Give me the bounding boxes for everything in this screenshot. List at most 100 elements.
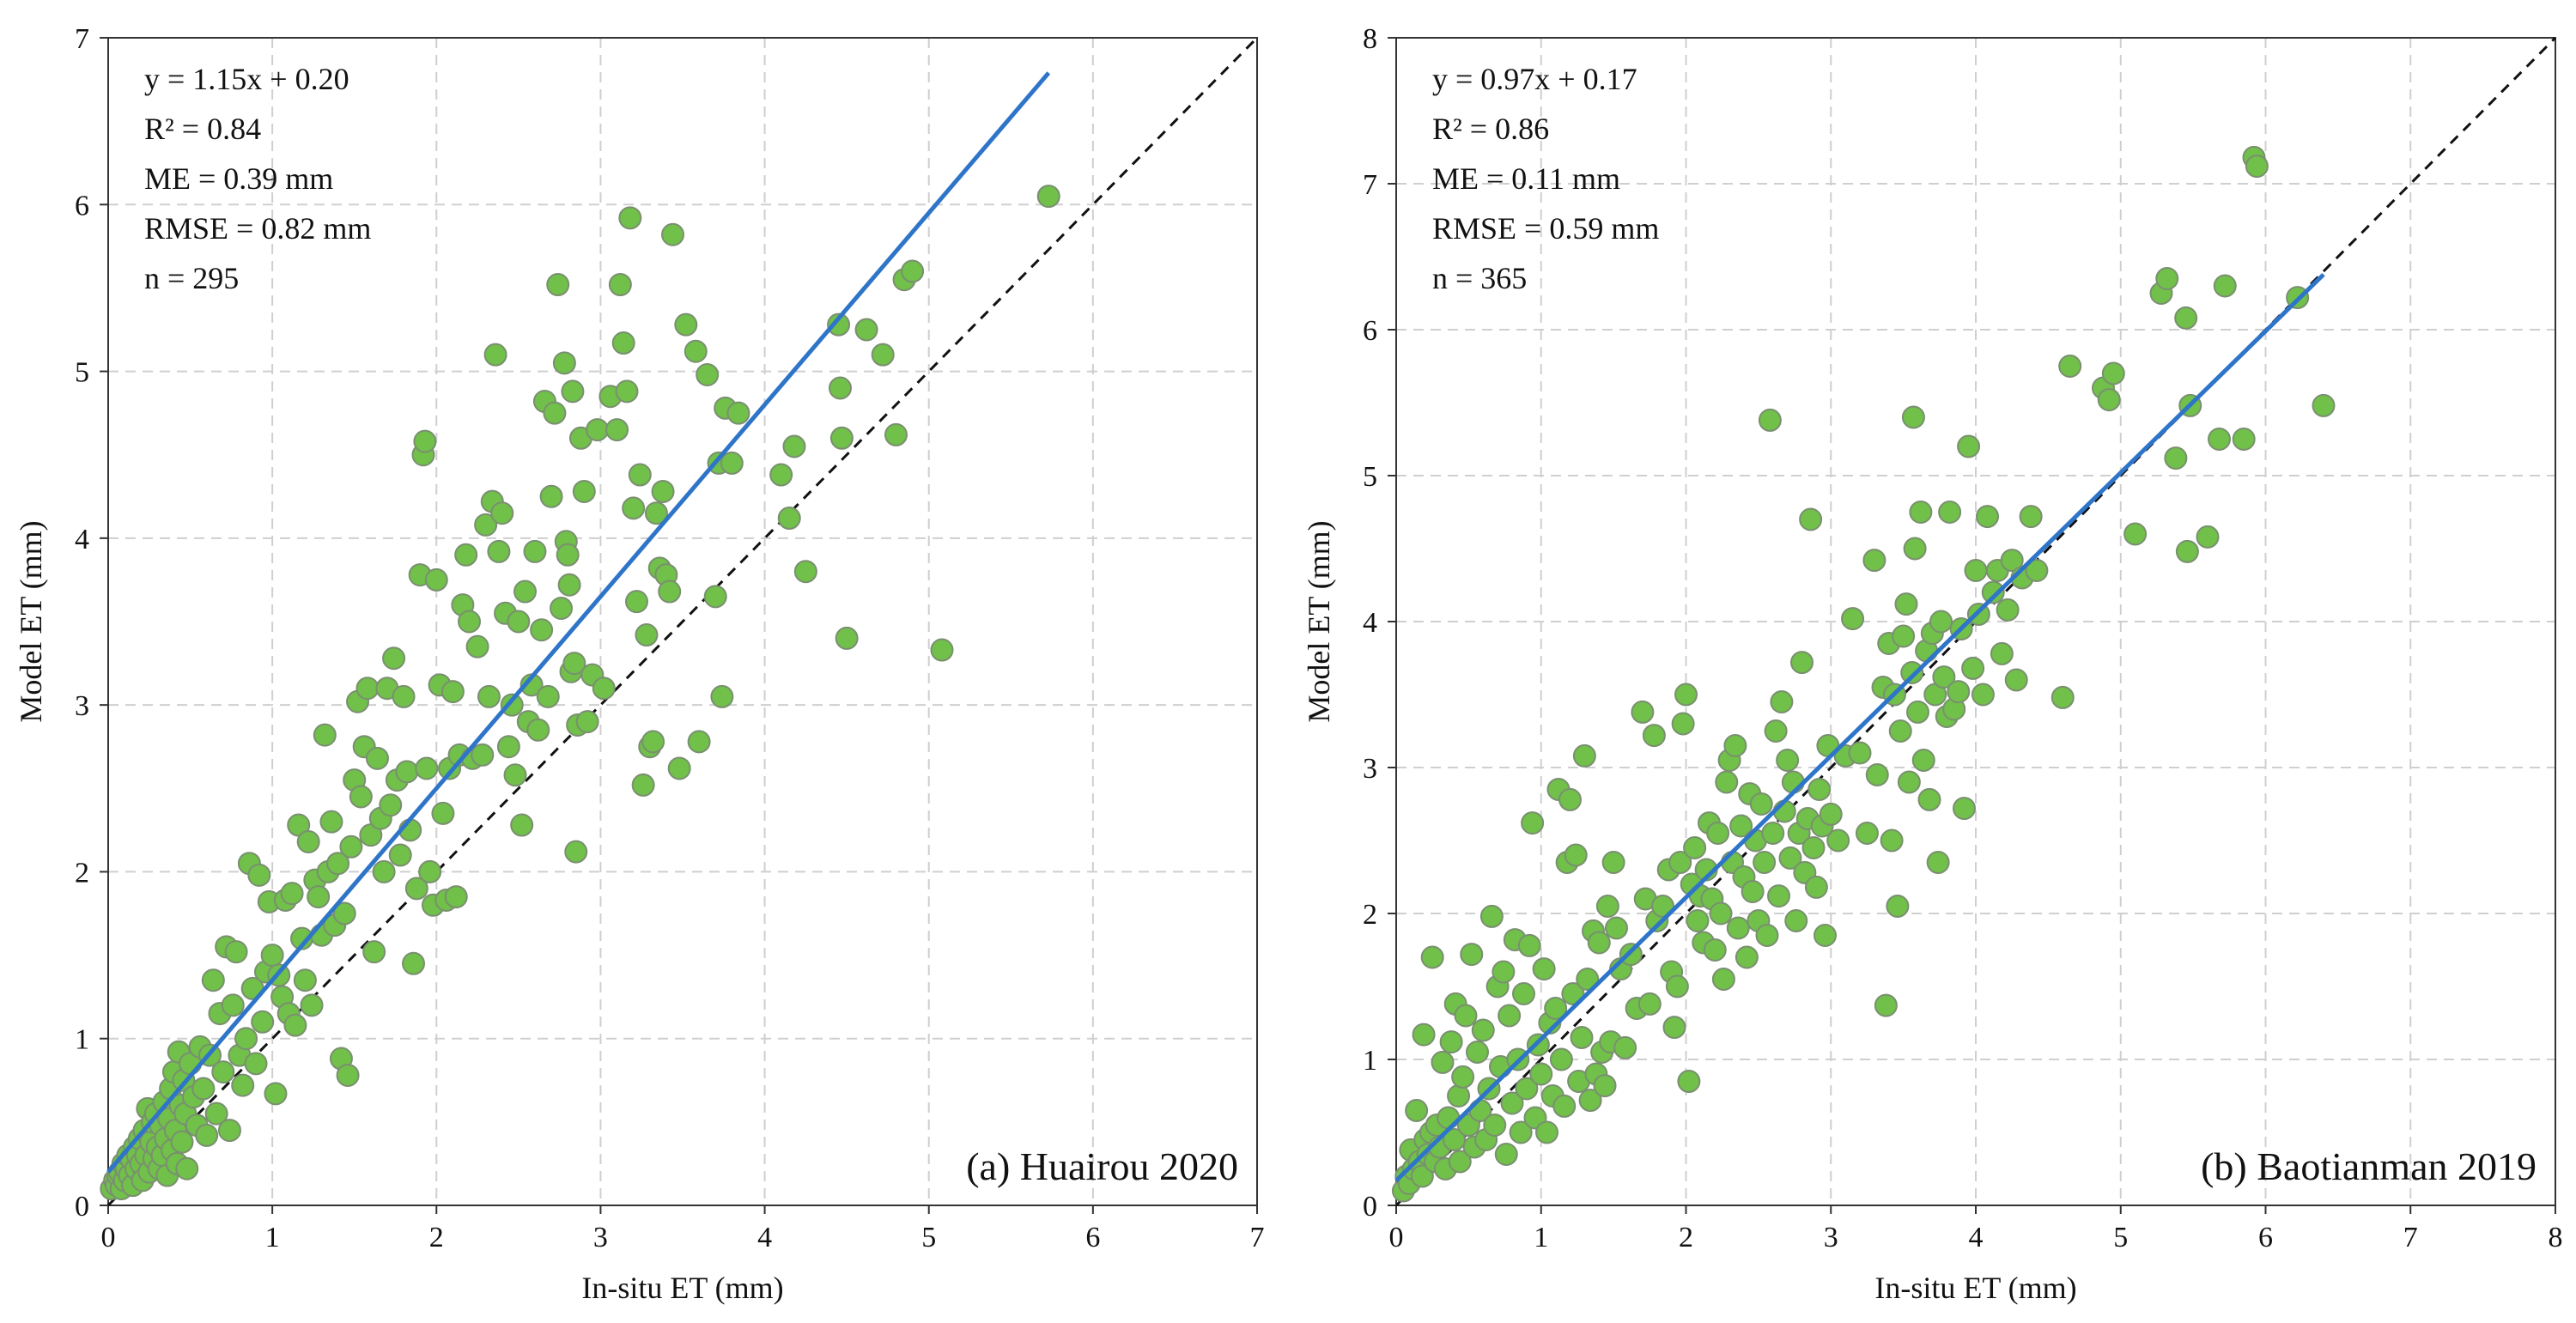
data-point	[556, 543, 580, 567]
data-point	[404, 877, 428, 901]
data-point	[1605, 916, 1628, 940]
data-point	[191, 1077, 216, 1101]
data-point	[211, 1060, 235, 1084]
data-point	[204, 1101, 228, 1126]
data-point	[1613, 1035, 1637, 1059]
data-point	[1947, 680, 1971, 704]
data-point	[1460, 943, 1484, 967]
data-point	[726, 401, 750, 425]
data-point	[2050, 685, 2075, 709]
data-point	[465, 634, 489, 658]
data-point	[1671, 712, 1695, 736]
data-point	[1807, 778, 1832, 801]
data-point	[1770, 690, 1794, 713]
data-point	[1593, 1074, 1617, 1098]
y-tick-label: 6	[1363, 315, 1377, 347]
data-point	[217, 1119, 241, 1143]
data-point	[561, 379, 585, 404]
data-point	[1801, 836, 1826, 859]
x-tick-label: 6	[2258, 1222, 2273, 1253]
data-point	[1981, 580, 2005, 604]
data-point	[628, 463, 652, 487]
data-point	[1814, 924, 1837, 947]
regression-fit-line	[106, 71, 1051, 1174]
data-point	[307, 885, 331, 909]
data-point	[1564, 843, 1588, 867]
x-tick-label: 1	[1534, 1222, 1548, 1253]
data-point	[523, 539, 547, 563]
data-point	[1848, 741, 1872, 765]
x-tick-label: 4	[1969, 1222, 1984, 1253]
data-point	[2164, 446, 2188, 470]
data-point	[365, 746, 389, 770]
data-point	[402, 951, 426, 975]
data-point	[1781, 770, 1805, 794]
data-point	[1637, 992, 1662, 1016]
data-point	[1855, 822, 1879, 845]
data-point	[1906, 700, 1929, 724]
data-point	[1862, 549, 1886, 573]
data-point	[1929, 610, 1953, 634]
data-point	[550, 596, 574, 620]
data-point	[710, 684, 734, 708]
data-point	[530, 618, 554, 642]
data-point	[392, 684, 416, 708]
data-point	[1767, 884, 1790, 908]
data-point	[1964, 559, 1988, 582]
data-point	[575, 710, 599, 734]
data-point	[1509, 1120, 1533, 1144]
data-point	[1886, 895, 1910, 918]
data-point	[1517, 933, 1541, 957]
data-point	[687, 730, 711, 754]
data-point	[1544, 997, 1568, 1020]
data-point	[474, 513, 498, 537]
data-point	[413, 429, 437, 453]
data-point	[827, 313, 851, 337]
data-point	[477, 684, 501, 708]
y-tick-label: 2	[75, 857, 89, 889]
x-tick-label: 5	[2113, 1222, 2128, 1253]
x-tick-label: 4	[757, 1222, 772, 1253]
data-point	[2101, 361, 2125, 385]
data-point	[388, 843, 412, 867]
data-point	[1892, 624, 1916, 648]
data-point	[829, 426, 854, 450]
data-point	[221, 993, 245, 1017]
data-point	[586, 418, 610, 442]
data-point	[1674, 683, 1698, 707]
x-tick-label: 1	[265, 1222, 280, 1253]
data-point	[1494, 1143, 1518, 1166]
data-point	[260, 944, 284, 968]
data-point	[562, 652, 586, 676]
data-point	[674, 313, 698, 337]
stats-line: y = 1.15x + 0.20	[144, 62, 349, 96]
data-point	[1735, 945, 1759, 969]
data-point	[2123, 522, 2148, 546]
data-point	[2019, 505, 2043, 529]
data-point	[1431, 1050, 1455, 1074]
data-point	[683, 339, 708, 363]
data-point	[1512, 982, 1535, 1005]
data-point	[1683, 836, 1707, 859]
data-point	[667, 756, 691, 780]
x-tick-label: 0	[1389, 1222, 1404, 1253]
data-point	[444, 885, 468, 909]
data-point	[769, 463, 793, 487]
y-tick-label: 8	[1363, 23, 1377, 55]
data-point	[1558, 787, 1582, 811]
data-point	[884, 422, 908, 446]
data-point	[2312, 393, 2336, 417]
x-tick-label: 2	[429, 1222, 444, 1253]
data-point	[355, 677, 380, 701]
data-point	[1723, 734, 1747, 757]
data-point	[615, 379, 639, 404]
panel-label: (a) Huairou 2020	[966, 1144, 1238, 1188]
data-point	[2175, 539, 2199, 563]
data-point	[372, 859, 396, 883]
data-point	[1909, 501, 1933, 524]
data-point	[1410, 1164, 1434, 1188]
y-tick-label: 5	[1363, 461, 1377, 493]
data-point	[424, 567, 448, 592]
data-point	[431, 801, 455, 825]
data-point	[1758, 408, 1782, 432]
